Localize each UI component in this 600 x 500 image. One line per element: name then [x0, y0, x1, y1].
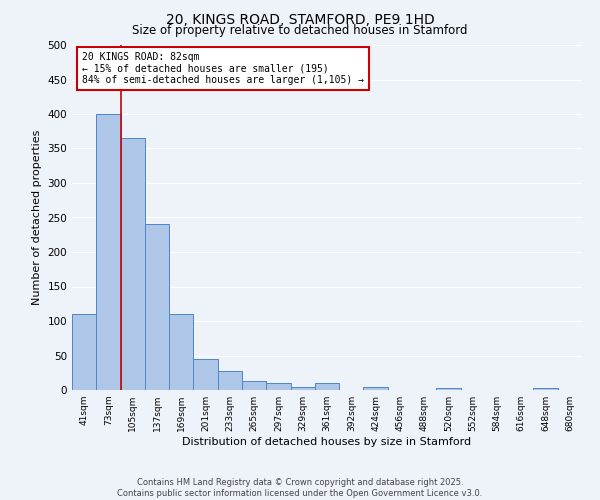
Bar	[242, 381, 266, 390]
Bar	[193, 359, 218, 390]
Text: 20 KINGS ROAD: 82sqm
← 15% of detached houses are smaller (195)
84% of semi-deta: 20 KINGS ROAD: 82sqm ← 15% of detached h…	[82, 52, 364, 85]
Bar	[436, 388, 461, 390]
Y-axis label: Number of detached properties: Number of detached properties	[32, 130, 42, 305]
Bar	[533, 388, 558, 390]
X-axis label: Distribution of detached houses by size in Stamford: Distribution of detached houses by size …	[182, 437, 472, 447]
Bar	[218, 370, 242, 390]
Text: Contains HM Land Registry data © Crown copyright and database right 2025.
Contai: Contains HM Land Registry data © Crown c…	[118, 478, 482, 498]
Bar	[364, 387, 388, 390]
Bar	[121, 138, 145, 390]
Text: Size of property relative to detached houses in Stamford: Size of property relative to detached ho…	[132, 24, 468, 37]
Bar	[266, 383, 290, 390]
Bar	[145, 224, 169, 390]
Bar	[315, 383, 339, 390]
Text: 20, KINGS ROAD, STAMFORD, PE9 1HD: 20, KINGS ROAD, STAMFORD, PE9 1HD	[166, 12, 434, 26]
Bar	[96, 114, 121, 390]
Bar	[290, 387, 315, 390]
Bar	[72, 314, 96, 390]
Bar	[169, 314, 193, 390]
